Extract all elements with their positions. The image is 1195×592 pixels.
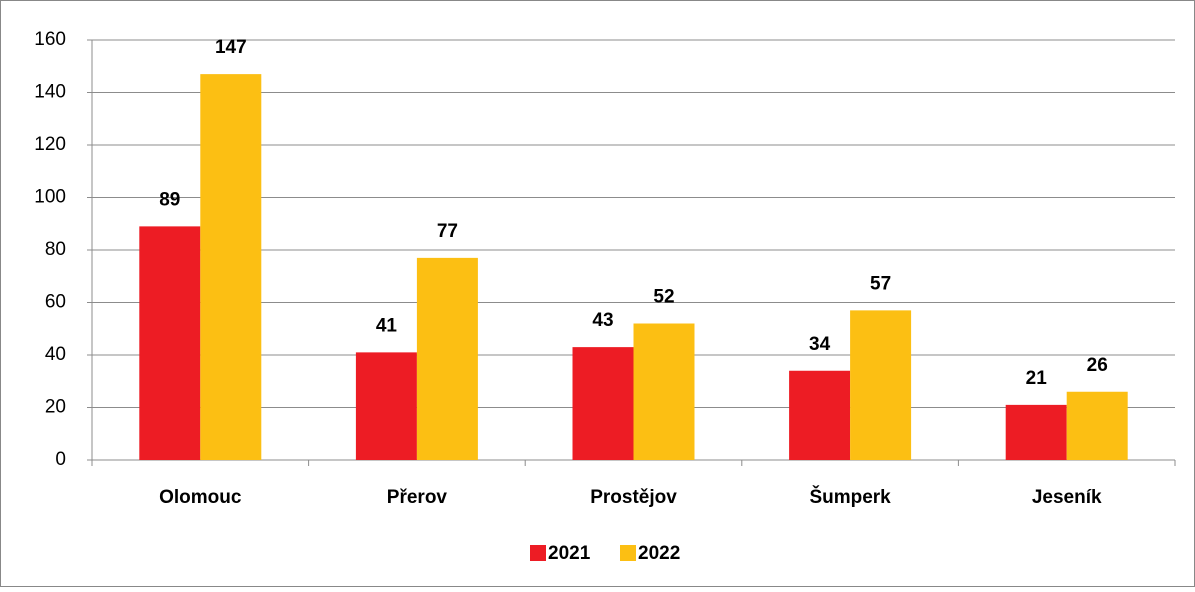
data-label: 89 [159, 189, 180, 210]
x-tick-label: Přerov [387, 487, 448, 508]
y-tick-label: 100 [34, 187, 66, 208]
legend-swatch [530, 545, 546, 561]
y-tick-label: 60 [45, 292, 66, 313]
legend-label: 2021 [548, 543, 591, 564]
bar [633, 323, 695, 460]
y-tick-label: 80 [45, 239, 66, 260]
y-tick-label: 40 [45, 344, 66, 365]
legend: 2021 2022 [530, 543, 680, 564]
bar [789, 370, 851, 460]
bar [1005, 404, 1067, 460]
bar [416, 257, 478, 460]
data-label: 57 [870, 273, 891, 294]
y-tick-label: 0 [55, 449, 66, 470]
x-tick-label: Jeseník [1032, 487, 1102, 508]
bar [1066, 391, 1128, 460]
data-label: 41 [376, 315, 398, 336]
bar [572, 347, 634, 460]
data-label: 26 [1087, 355, 1108, 376]
x-tick-label: Prostějov [590, 487, 677, 508]
data-label: 147 [215, 37, 247, 58]
legend-label: 2022 [638, 543, 680, 564]
bar [850, 310, 912, 460]
data-label: 77 [437, 221, 458, 242]
x-tick-label: Olomouc [159, 487, 242, 508]
y-tick-label: 120 [34, 134, 66, 155]
data-label: 43 [592, 310, 613, 331]
bar [139, 226, 201, 460]
y-tick-label: 20 [45, 397, 66, 418]
data-label: 34 [809, 334, 831, 355]
bar [200, 74, 262, 460]
bar [355, 352, 417, 460]
y-tick-label: 160 [34, 29, 66, 50]
x-tick-label: Šumperk [809, 486, 891, 508]
y-tick-label: 140 [34, 82, 66, 103]
data-label: 21 [1026, 368, 1048, 389]
data-label: 52 [653, 287, 674, 308]
legend-swatch [620, 545, 636, 561]
